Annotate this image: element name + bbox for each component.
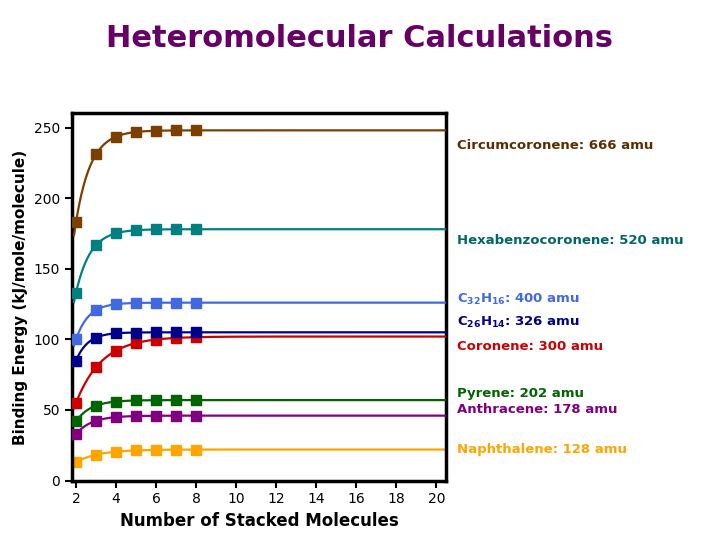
Text: Hexabenzocoronene: 520 amu: Hexabenzocoronene: 520 amu xyxy=(457,234,684,247)
Text: Pyrene: 202 amu: Pyrene: 202 amu xyxy=(457,387,584,400)
Y-axis label: Binding Energy (kJ/mole/molecule): Binding Energy (kJ/mole/molecule) xyxy=(13,150,28,444)
Text: Coronene: 300 amu: Coronene: 300 amu xyxy=(457,340,603,353)
Text: Naphthalene: 128 amu: Naphthalene: 128 amu xyxy=(457,443,627,456)
Text: Anthracene: 178 amu: Anthracene: 178 amu xyxy=(457,403,618,416)
X-axis label: Number of Stacked Molecules: Number of Stacked Molecules xyxy=(120,512,399,530)
Text: $\mathbf{C_{26}H_{14}}$: 326 amu: $\mathbf{C_{26}H_{14}}$: 326 amu xyxy=(457,315,580,330)
Text: Circumcoronene: 666 amu: Circumcoronene: 666 amu xyxy=(457,139,654,152)
Text: $\mathbf{C_{32}H_{16}}$: 400 amu: $\mathbf{C_{32}H_{16}}$: 400 amu xyxy=(457,292,580,307)
Text: Heteromolecular Calculations: Heteromolecular Calculations xyxy=(107,24,613,53)
